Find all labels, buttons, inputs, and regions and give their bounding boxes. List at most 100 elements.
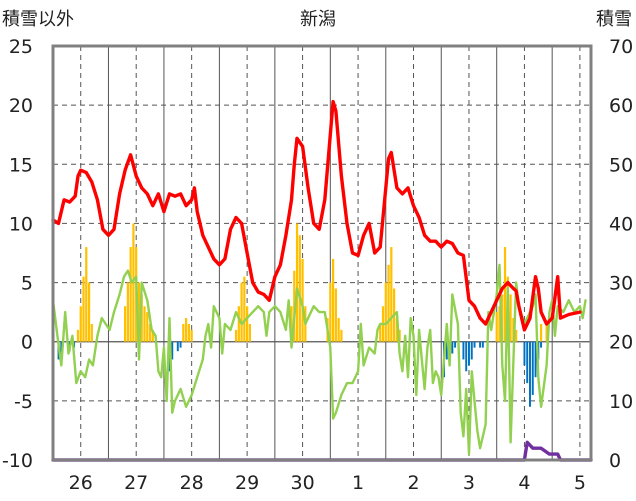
left-axis-title: 積雪以外: [2, 9, 74, 30]
precip-bar: [79, 306, 82, 342]
pressure_change-bar: [60, 341, 63, 354]
precip-bar: [132, 223, 135, 342]
precip-bar: [87, 282, 91, 342]
precip-bar: [329, 282, 332, 342]
left-tick-label: 15: [9, 154, 33, 176]
precip-bar: [340, 329, 343, 342]
precip-bar: [298, 235, 301, 342]
x-tick-label: 2: [407, 472, 419, 494]
precip-bar: [337, 318, 340, 342]
pressure_change-bar: [462, 341, 465, 360]
precip-bar: [331, 258, 335, 342]
precip-bar: [379, 323, 382, 342]
right-tick-label: 30: [609, 273, 633, 295]
precip-bar: [495, 312, 498, 342]
pressure_change-bar: [479, 341, 482, 348]
precip-bar: [126, 282, 129, 342]
x-tick-label: 29: [235, 472, 259, 494]
precip-bar: [182, 323, 185, 342]
precip-bar: [234, 329, 238, 342]
left-tick-label: 25: [9, 36, 33, 58]
left-tick-label: -5: [14, 391, 33, 413]
precip-bar: [384, 282, 387, 342]
left-tick-label: 10: [9, 213, 33, 235]
precip-bar: [76, 329, 80, 342]
pressure_change-bar: [470, 341, 473, 360]
precip-bar: [85, 247, 88, 342]
precip-bar: [334, 288, 337, 342]
precip-bar: [501, 294, 504, 342]
right-tick-label: 20: [609, 332, 633, 354]
pressure_change-bar: [534, 341, 537, 378]
left-tick-label: 20: [9, 95, 33, 117]
precip-bar: [248, 323, 252, 342]
precip-bar: [148, 323, 152, 342]
right-tick-label: 10: [609, 391, 633, 413]
pressure_change-bar: [171, 341, 174, 360]
x-tick-label: 5: [574, 472, 586, 494]
right-tick-label: 40: [609, 213, 633, 235]
precip-bar: [515, 329, 518, 342]
precip-bar: [187, 323, 190, 342]
precip-bar: [82, 276, 85, 342]
precip-bar: [390, 247, 393, 342]
pressure_change-bar: [481, 341, 484, 348]
x-tick-label: 30: [290, 472, 314, 494]
x-tick-label: 28: [180, 472, 204, 494]
pressure_change-bar: [454, 341, 457, 348]
x-tick-label: 4: [518, 472, 530, 494]
precip-bar: [387, 264, 390, 342]
precip-bar: [246, 306, 249, 342]
right-tick-label: 0: [609, 450, 621, 472]
x-tick-label: 27: [124, 472, 148, 494]
precip-bar: [301, 258, 304, 342]
pressure_change-bar: [176, 341, 179, 352]
left-tick-label: 5: [21, 273, 33, 295]
precip-bar: [498, 306, 501, 342]
pressure_change-bar: [445, 341, 448, 360]
precip-bar: [503, 247, 507, 342]
precip-bar: [545, 323, 548, 342]
chart-title: 新潟: [300, 9, 336, 30]
temperature-line: [51, 99, 582, 332]
precip-bar: [123, 306, 127, 342]
precip-bar: [140, 294, 143, 342]
precip-bar: [398, 329, 401, 342]
precip-bar: [509, 294, 512, 342]
pressure_change-bar: [531, 341, 534, 395]
left-tick-label: 0: [21, 332, 33, 354]
plot-frame: [51, 44, 593, 462]
precip-bar: [237, 306, 240, 342]
right-axis-title: 積雪: [596, 9, 632, 30]
series-lines: [51, 99, 593, 462]
precip-bar: [240, 282, 243, 342]
pressure_change-bar: [468, 341, 470, 366]
left-tick-label: -10: [2, 450, 33, 472]
right-tick-label: 60: [609, 95, 633, 117]
precip-bar: [143, 306, 146, 342]
pressure_change-bar: [529, 341, 531, 407]
right-tick-label: 70: [609, 36, 633, 58]
precip-bar: [243, 276, 246, 342]
pressure_change-bar: [526, 341, 529, 384]
precip-bar: [290, 306, 293, 342]
x-tick-label: 26: [69, 472, 93, 494]
snow-line: [51, 440, 593, 462]
precip-bar: [146, 312, 149, 342]
precip-bar: [295, 223, 299, 342]
precip-bar: [129, 247, 132, 342]
x-tick-label: 1: [352, 472, 364, 494]
pressure_change-bar: [465, 341, 468, 372]
precip-bar: [185, 318, 188, 342]
precip-bar: [137, 282, 141, 342]
pressure_change-bar: [179, 341, 182, 348]
precip-bar: [90, 323, 93, 342]
wind-line: [51, 263, 587, 456]
pressure_change-bar: [540, 341, 543, 348]
precip-bar: [539, 323, 543, 342]
x-tick-label: 3: [463, 472, 475, 494]
pressure_change-bar: [451, 341, 454, 354]
precip-bar: [190, 329, 193, 342]
